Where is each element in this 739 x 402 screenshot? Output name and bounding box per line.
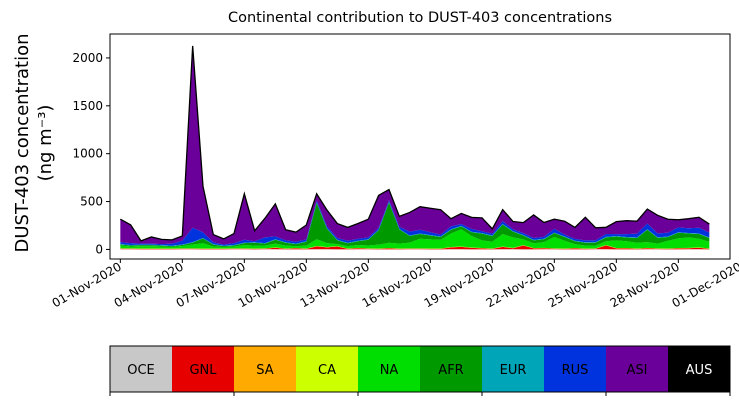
y-tick-label: 2000 [72,51,103,65]
y-axis-label-line1: DUST-403 concentration [12,33,33,252]
x-tick-label: 01-Dec-2020 [670,259,739,310]
legend-swatch-eur [482,346,545,392]
legend-swatch-ca [296,346,359,392]
legend-label-na: NA [380,363,399,378]
x-tick-label: 16-Nov-2020 [360,259,434,310]
y-tick-label: 500 [80,195,103,209]
area-rus [120,200,710,246]
x-tick-label: 01-Nov-2020 [50,259,124,310]
x-tick-label: 07-Nov-2020 [174,259,248,310]
x-tick-label: 04-Nov-2020 [112,259,186,310]
legend-label-asi: ASI [627,363,648,378]
x-tick-label: 22-Nov-2020 [484,259,558,310]
y-tick-label: 1500 [72,99,103,113]
area-afr [120,202,710,248]
area-na [120,229,710,249]
legend-label-gnl: GNL [189,363,217,378]
legend-label-aus: AUS [686,363,713,378]
legend-swatch-sa [234,346,297,392]
legend: OCE GNL SA CA NA AFR EUR RUS ASI AUS [109,345,731,396]
legend-label-eur: EUR [500,363,527,378]
legend-label-rus: RUS [562,363,589,378]
stacked-areas [120,45,710,250]
area-asi [120,45,710,245]
y-axis: 0 500 1000 1500 2000 [72,51,110,256]
y-tick-label: 1000 [72,147,103,161]
legend-swatch-asi [606,346,669,392]
legend-frame [109,345,731,393]
x-axis: 01-Nov-202004-Nov-202007-Nov-202010-Nov-… [50,259,739,310]
legend-label-afr: AFR [438,363,463,378]
legend-label-sa: SA [256,363,273,378]
y-axis-label-line2: (ng m⁻³) [35,105,56,182]
legend-label-ca: CA [318,363,336,378]
x-tick-label: 25-Nov-2020 [546,259,620,310]
plot-frame [109,33,731,260]
x-tick-label: 10-Nov-2020 [236,259,310,310]
legend-swatch-aus [668,346,731,392]
legend-swatch-gnl [172,346,235,392]
x-tick-label: 19-Nov-2020 [422,259,496,310]
x-tick-label: 13-Nov-2020 [298,259,372,310]
chart-title: Continental contribution to DUST-403 con… [228,10,612,26]
x-tick-label: 28-Nov-2020 [608,259,682,310]
legend-swatch-rus [544,346,607,392]
legend-swatch-oce [110,346,173,392]
area-gnl [120,245,710,250]
legend-label-oce: OCE [127,363,155,378]
legend-swatch-afr [420,346,483,392]
legend-swatch-na [358,346,421,392]
total-outline [120,45,710,242]
y-tick-label: 0 [95,242,103,256]
